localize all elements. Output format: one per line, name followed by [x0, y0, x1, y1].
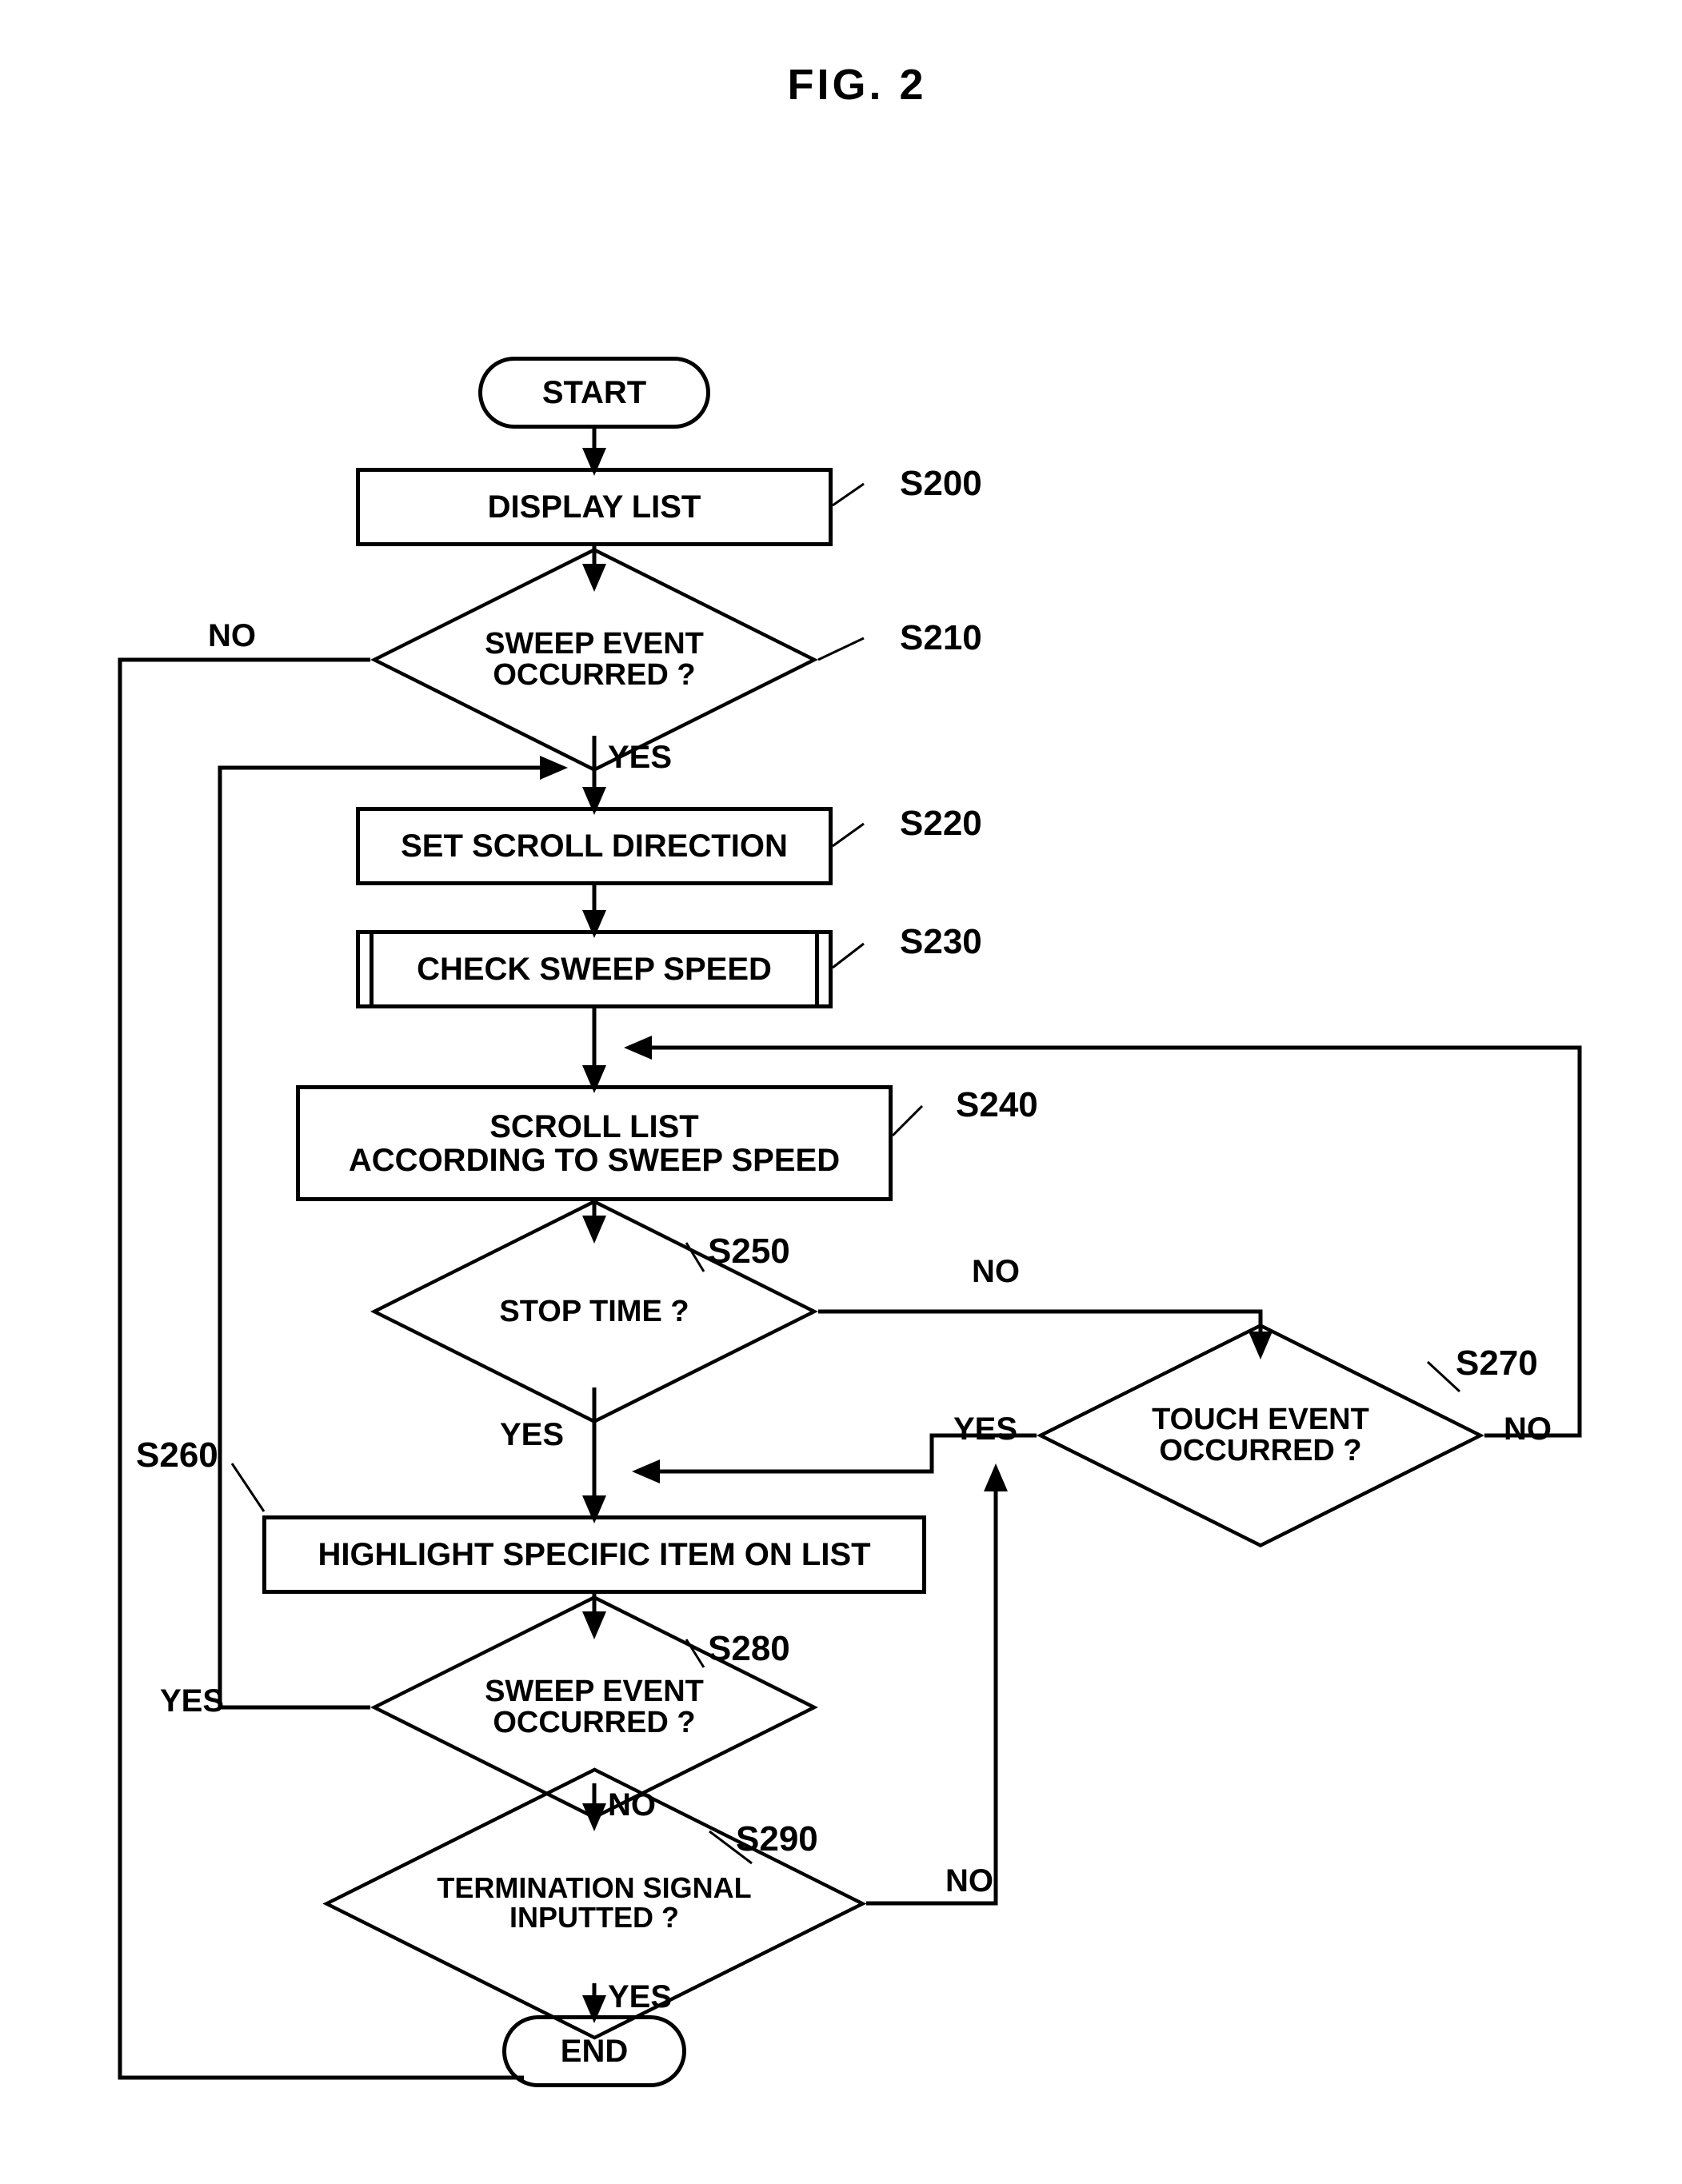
start-label: START	[542, 375, 646, 411]
edge-s290-yes: YES	[608, 1979, 672, 2015]
step-label-s270: S270	[1456, 1344, 1538, 1383]
edge-s270-yes: YES	[953, 1411, 1017, 1447]
edge-s210-no: NO	[208, 618, 256, 654]
edge-s250-no: NO	[972, 1254, 1020, 1290]
process-s230: CHECK SWEEP SPEED	[356, 930, 833, 1008]
process-s220: SET SCROLL DIRECTION	[356, 807, 833, 885]
step-label-s200: S200	[900, 464, 982, 504]
step-label-s230: S230	[900, 922, 982, 962]
edge-s210-yes: YES	[608, 740, 672, 776]
step-label-s250: S250	[708, 1232, 790, 1272]
step-label-s260: S260	[136, 1435, 218, 1475]
step-label-s210: S210	[900, 618, 982, 658]
decision-s270: TOUCH EVENTOCCURRED ?	[1102, 1277, 1419, 1594]
decision-s270-text: TOUCH EVENTOCCURRED ?	[1037, 1277, 1484, 1594]
decision-s250: STOP TIME ?	[436, 1153, 753, 1470]
process-s230-text: CHECK SWEEP SPEED	[417, 952, 772, 986]
start-terminator: START	[478, 357, 710, 429]
step-label-s290: S290	[736, 1819, 818, 1859]
decision-s290: TERMINATION SIGNALINPUTTED ?	[402, 1711, 787, 2096]
decision-s250-text: STOP TIME ?	[370, 1153, 818, 1470]
step-label-s220: S220	[900, 804, 982, 844]
process-s220-text: SET SCROLL DIRECTION	[401, 829, 788, 863]
flowchart-canvas: FIG. 2 START END DISPLAY LIST SET SCROLL…	[16, 16, 1682, 2168]
edge-s280-no: NO	[608, 1787, 656, 1823]
edge-s280-yes: YES	[160, 1683, 224, 1719]
figure-title: FIG. 2	[16, 60, 1682, 110]
decision-s290-text: TERMINATION SIGNALINPUTTED ?	[322, 1711, 866, 2096]
decision-s210: SWEEP EVENTOCCURRED ?	[436, 501, 753, 818]
edge-s290-no: NO	[945, 1863, 993, 1899]
step-label-s240: S240	[956, 1085, 1038, 1125]
decision-s210-text: SWEEP EVENTOCCURRED ?	[370, 501, 818, 818]
edge-s250-yes: YES	[500, 1417, 564, 1453]
edge-s270-no: NO	[1504, 1411, 1552, 1447]
step-label-s280: S280	[708, 1629, 790, 1669]
